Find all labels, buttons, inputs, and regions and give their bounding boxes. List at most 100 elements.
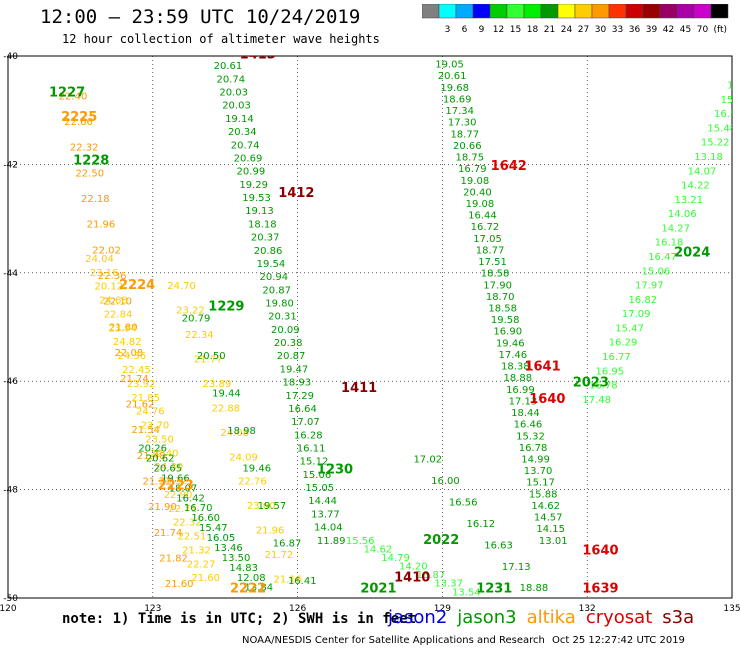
swh-value-label: 22.66	[64, 117, 93, 128]
swh-value-label: 24.82	[113, 337, 142, 348]
swh-value-label: 16.28	[294, 430, 323, 441]
swh-value-label: 19.29	[239, 180, 268, 191]
swh-value-label: 15.32	[516, 431, 545, 442]
swh-value-label: 21.82	[159, 553, 188, 564]
swh-value-label: 14.15	[536, 524, 565, 535]
swh-value-label: 16.41	[288, 576, 317, 587]
swh-value-label: 23.22	[176, 306, 205, 317]
swh-value-label: 19.44	[212, 389, 241, 400]
swh-value-label: 19.57	[258, 501, 287, 512]
swh-value-label: 23.89	[203, 379, 232, 390]
swh-value-label: 20.50	[197, 351, 226, 362]
swh-value-label: 23.16	[90, 268, 119, 279]
colorbar-label: 70	[697, 25, 709, 35]
colorbar-swatch	[710, 4, 729, 19]
colorbar-label: 30	[595, 25, 607, 35]
swh-value-label: 16.90	[493, 327, 522, 338]
colorbar-label: 24	[561, 25, 573, 35]
colorbar-label: 9	[479, 25, 485, 35]
x-tick-label: 123	[144, 604, 161, 614]
swh-value-label: 23.92	[127, 379, 156, 390]
y-tick-label: -50	[3, 594, 18, 604]
note-text: note: 1) Time is in UTC; 2) SWH is in fe…	[62, 611, 417, 627]
swh-value-label: 18.07	[169, 483, 198, 494]
swh-value-label: 21.77	[194, 354, 223, 365]
swh-value-label: 16.77	[602, 352, 631, 363]
swh-value-label: 16.11	[297, 444, 326, 455]
swh-value-label: 18.70	[486, 292, 515, 303]
swh-value-label: 16.64	[288, 404, 317, 415]
swh-value-label: 20.26	[138, 444, 167, 455]
swh-value-label: 11.89	[317, 536, 346, 547]
swh-value-label: 17.48	[582, 395, 611, 406]
swh-value-label: 14.20	[399, 562, 428, 573]
swh-value-label: 15.12	[300, 457, 329, 468]
swh-value-label: 19.46	[496, 338, 525, 349]
swh-value-label: 19.70	[211, 48, 240, 59]
swh-value-label: 20.79	[182, 314, 211, 325]
swh-value-label: 21.74	[154, 528, 183, 539]
swh-value-label: 14.27	[661, 223, 690, 234]
colorbar-label: 39	[646, 25, 658, 35]
swh-value-label: 16.44	[468, 211, 497, 222]
pass-time-label: 1230	[317, 462, 353, 477]
x-tick-label: 135	[723, 604, 740, 614]
swh-value-label: 21.74	[120, 374, 149, 385]
swh-value-label: 21.96	[256, 526, 285, 537]
swh-value-label: 18.77	[476, 245, 505, 256]
swh-value-label: 17.51	[478, 257, 507, 268]
swh-value-label: 14.83	[229, 563, 258, 574]
swh-value-label: 15.47	[199, 523, 228, 534]
swh-value-label: 16.12	[467, 519, 496, 530]
swh-value-label: 18.18	[248, 219, 277, 230]
swh-value-label: 20.09	[271, 325, 300, 336]
swh-value-label: 22.45	[122, 365, 151, 376]
swh-value-label: 21.54	[131, 425, 160, 436]
swh-value-label: 20.74	[216, 74, 245, 85]
swh-value-label: 18.93	[282, 378, 311, 389]
swh-value-label: 15.05	[305, 483, 334, 494]
legend-item-jason2: jason2	[388, 607, 448, 628]
swh-value-label: 20.62	[146, 454, 175, 465]
swh-value-label: 22.40	[59, 91, 88, 102]
chart-title: 12:00 – 23:59 UTC 10/24/2019	[40, 6, 361, 28]
chart-subtitle: 12 hour collection of altimeter wave hei…	[62, 32, 380, 46]
pass-time-label: 1413	[240, 48, 276, 63]
timestamp-text: Oct 25 12:27:42 UTC 2019	[552, 635, 685, 646]
swh-value-label: 18.58	[488, 304, 517, 315]
satellite-legend: jason2 jason3 altika cryosat s3a	[388, 607, 704, 628]
swh-value-label: 16.82	[628, 295, 657, 306]
swh-value-label: 17.05	[473, 234, 502, 245]
swh-value-label: 14.79	[381, 553, 410, 564]
swh-value-label: 13.21	[675, 195, 704, 206]
swh-value-label: 21.62	[126, 399, 155, 410]
colorbar-label: 15	[510, 25, 521, 35]
swh-value-label: 22.32	[70, 143, 99, 154]
swh-value-label: 24.04	[85, 254, 114, 265]
swh-value-label: 20.87	[277, 351, 306, 362]
x-tick-label: 120	[0, 604, 17, 614]
swh-value-label: 21.31	[143, 476, 172, 487]
swh-value-label: 16.00	[727, 81, 740, 92]
swh-value-label: 22.84	[104, 309, 133, 320]
swh-value-label: 14.07	[688, 166, 717, 177]
pass-time-label: 1229	[208, 300, 244, 315]
swh-value-label: 24.76	[136, 407, 165, 418]
swh-value-label: 16.56	[449, 497, 478, 508]
pass-time-label: 1642	[491, 159, 527, 174]
swh-value-label: 20.31	[268, 312, 297, 323]
swh-value-label: 20.94	[260, 272, 289, 283]
swh-value-label: 16.18	[655, 238, 684, 249]
swh-value-label: 14.22	[681, 181, 710, 192]
swh-value-label: 19.47	[280, 364, 309, 375]
swh-value-label: 17.07	[291, 417, 320, 428]
swh-value-label: 22.08	[115, 348, 144, 359]
swh-value-label: 16.47	[648, 252, 677, 263]
legend-item-jason3: jason3	[457, 607, 517, 628]
swh-value-label: 21.48	[137, 451, 166, 462]
y-tick-label: -46	[3, 377, 18, 387]
swh-value-label: 23.60	[247, 501, 276, 512]
swh-value-label: 13.70	[524, 466, 553, 477]
swh-value-label: 20.61	[438, 71, 467, 82]
swh-value-label: 13.77	[311, 509, 340, 520]
